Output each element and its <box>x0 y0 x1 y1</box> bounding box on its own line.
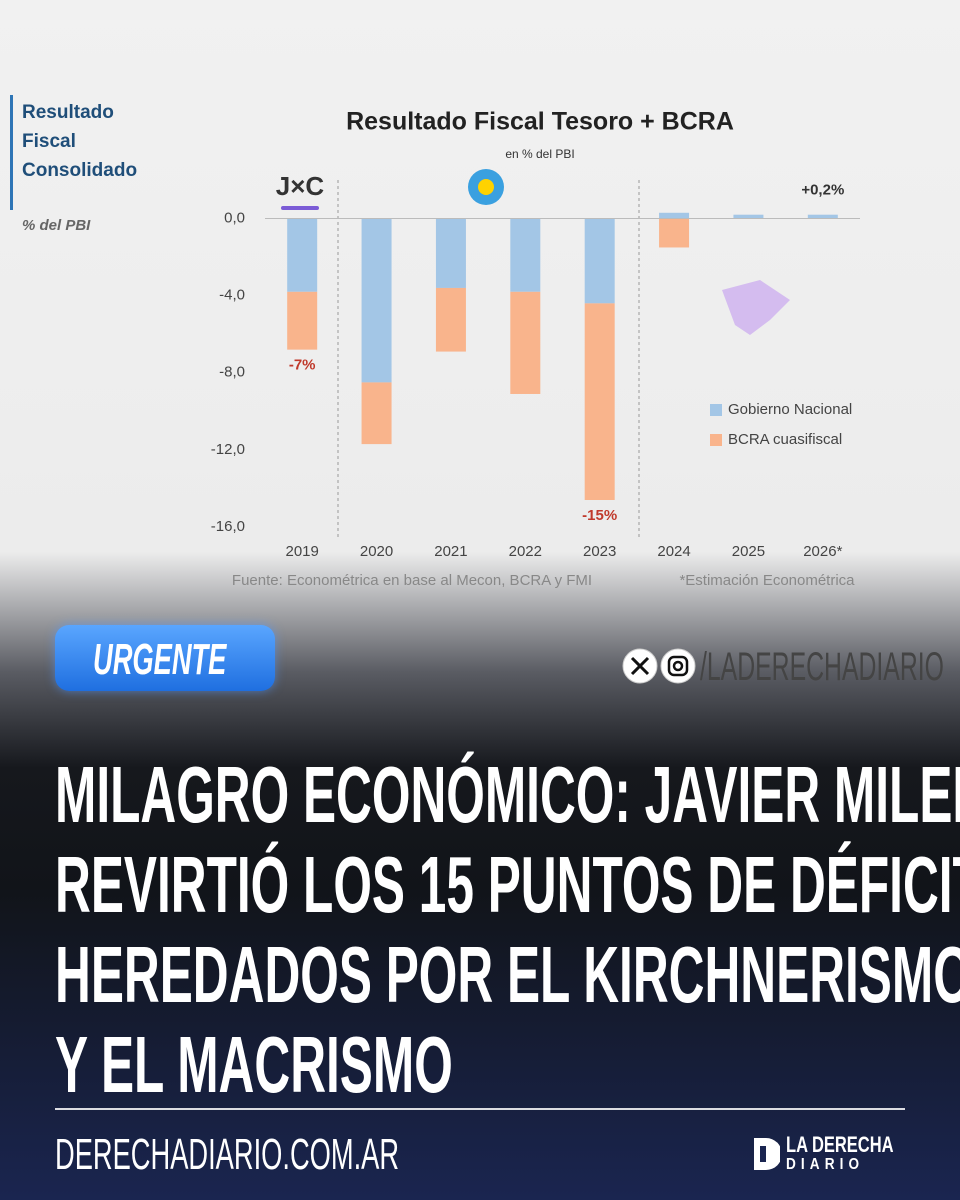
footer-rule <box>55 1108 905 1110</box>
social-icons <box>622 648 696 684</box>
chart-subtitle: en % del PBI <box>505 147 574 161</box>
headline-line: Y EL MACRISMO <box>55 1020 453 1109</box>
eagle-logo <box>722 280 790 335</box>
x-glyph <box>630 656 650 676</box>
bar-segment <box>510 291 541 394</box>
jxc-underline <box>281 206 319 210</box>
bar-segment <box>361 382 392 445</box>
bar-segment <box>435 287 466 352</box>
bar-segment <box>287 291 318 350</box>
x-tick-label: 2024 <box>657 543 690 560</box>
social-handle: /LADERECHADIARIO <box>700 645 944 689</box>
panel-title: Fiscal <box>22 131 76 152</box>
bar-segment <box>435 218 466 288</box>
urgent-badge: URGENTE <box>55 625 275 691</box>
annotation: -15% <box>582 507 617 524</box>
panel-accent <box>10 95 13 210</box>
panel-title: Consolidado <box>22 160 137 181</box>
chart-title: Resultado Fiscal Tesoro + BCRA <box>346 108 734 136</box>
bar-segment <box>659 212 690 219</box>
x-tick-label: 2019 <box>286 543 319 560</box>
annotation: -7% <box>289 357 316 374</box>
bar-segment <box>287 218 318 292</box>
y-tick-label: -12,0 <box>211 441 245 458</box>
chart-source: Fuente: Econométrica en base al Mecon, B… <box>232 572 592 589</box>
y-tick-label: -16,0 <box>211 518 245 535</box>
instagram-icon <box>660 648 696 684</box>
bar-segment <box>733 214 764 219</box>
brand-line: DIARIO <box>786 1156 865 1173</box>
badge-text: URGENTE <box>93 635 227 684</box>
chart: Resultado Fiscal Consolidado % del PBI R… <box>10 95 860 589</box>
x-tick-label: 2023 <box>583 543 616 560</box>
instagram-lens <box>672 660 684 672</box>
legend-swatch <box>710 434 722 446</box>
x-tick-label: 2021 <box>434 543 467 560</box>
panel-title: Resultado <box>22 102 114 123</box>
instagram-glyph <box>667 655 689 677</box>
brand-mark <box>754 1138 780 1170</box>
legend-swatch <box>710 404 722 416</box>
y-tick-label: 0,0 <box>224 210 245 227</box>
x-tick-label: 2022 <box>509 543 542 560</box>
x-tick-label: 2025 <box>732 543 765 560</box>
jxc-logo: J×C <box>276 171 325 201</box>
panel-unit: % del PBI <box>22 217 91 234</box>
fdt-logo-center <box>478 179 494 195</box>
legend-label: Gobierno Nacional <box>728 401 852 418</box>
x-tick-label: 2026* <box>803 543 842 560</box>
headline-line: REVIRTIÓ LOS 15 PUNTOS DE DÉFICIT <box>55 840 960 929</box>
bar-segment <box>807 214 838 219</box>
y-tick-label: -8,0 <box>219 364 245 381</box>
headline: MILAGRO ECONÓMICO: JAVIER MILEI REVIRTIÓ… <box>55 750 960 1110</box>
brand-line: LA DERECHA <box>786 1132 894 1157</box>
bar-segment <box>584 218 615 304</box>
bar-segment <box>659 218 690 248</box>
annotation: +0,2% <box>801 182 844 199</box>
legend-label: BCRA cuasifiscal <box>728 431 842 448</box>
chart-note: *Estimación Econométrica <box>679 572 855 589</box>
bar-segment <box>510 218 541 292</box>
bar-segment <box>584 303 615 501</box>
bar-segment <box>361 218 392 383</box>
x-tick-label: 2020 <box>360 543 393 560</box>
headline-line: MILAGRO ECONÓMICO: JAVIER MILEI <box>55 750 960 839</box>
footer-site: DERECHADIARIO.COM.AR <box>55 1130 400 1179</box>
y-tick-label: -4,0 <box>219 287 245 304</box>
headline-line: HEREDADOS POR EL KIRCHNERISMO <box>55 930 960 1019</box>
